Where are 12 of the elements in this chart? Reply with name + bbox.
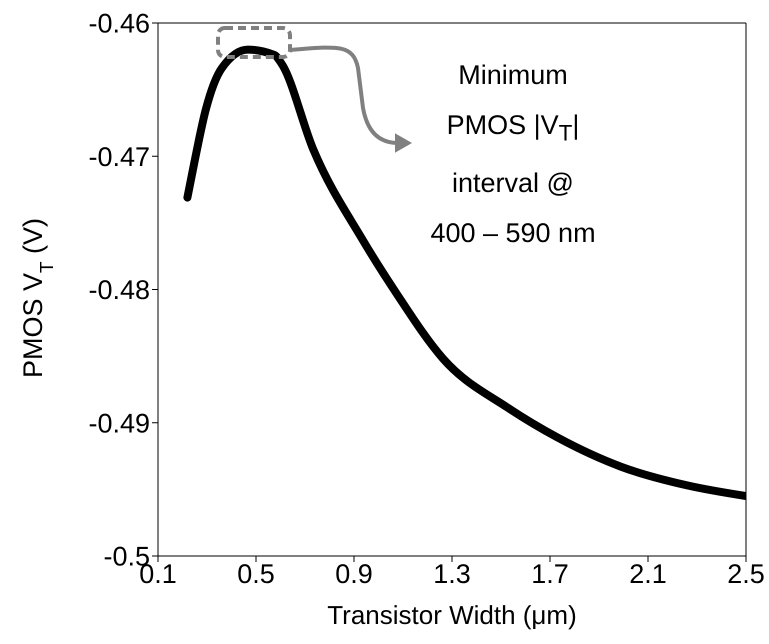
y-tick-label: -0.46	[88, 8, 150, 39]
y-tick-label: -0.49	[88, 408, 150, 438]
y-tick-label: -0.47	[88, 142, 150, 172]
x-tick-label: 1.7	[531, 559, 569, 590]
x-tick-label: 2.5	[727, 559, 765, 590]
y-tick-label: -0.48	[88, 275, 150, 306]
annotation: Minimum PMOS |V$_{T}$| interval @ 400 – 590 nm	[429, 59, 597, 250]
x-tick-label: 0.5	[237, 559, 275, 590]
x-axis-title: Transistor Width (μm)	[327, 600, 577, 630]
x-tick-label: 1.3	[433, 559, 471, 590]
x-tick-label: 0.9	[335, 559, 373, 590]
x-tick-label: 2.1	[629, 559, 667, 590]
